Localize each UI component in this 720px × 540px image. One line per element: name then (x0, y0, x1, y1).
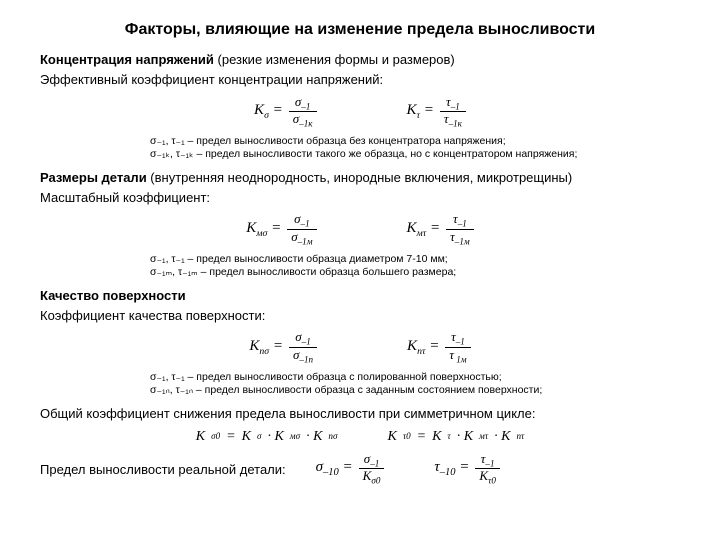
page-title: Факторы, влияющие на изменение предела в… (40, 20, 680, 40)
section-2-line2: Масштабный коэффициент: (40, 190, 680, 206)
section-3-formulas: Kпσ = σ–1 σ–1п Kпτ = τ–1 τ 1м (40, 330, 680, 364)
section-2-head: Размеры детали (внутренняя неоднородност… (40, 170, 680, 186)
section-4-line1: Общий коэффициент снижения предела вынос… (40, 406, 680, 422)
section-1-line2: Эффективный коэффициент концентрации нап… (40, 72, 680, 88)
section-2-formulas: Kмσ = σ–1 σ–1м Kмτ = τ–1 τ–1м (40, 212, 680, 246)
section-1-notes: σ₋₁, τ₋₁ – предел выносливости образца б… (150, 135, 680, 162)
section-4-final: σ–10 = σ–1 Kσ0 τ–10 = τ–1 Kτ0 (316, 452, 500, 486)
section-1-head: Концентрация напряжений (резкие изменени… (40, 52, 680, 68)
section-4-line2: Предел выносливости реальной детали: (40, 462, 286, 478)
section-4-formulas: Kσ0 = Kσ · Kмσ · Kпσ Kτ0 = Kτ · Kмτ · Kп… (40, 428, 680, 446)
section-1-formulas: Kσ = σ–1 σ–1к Kτ = τ–1 τ–1к (40, 95, 680, 129)
section-3-line2: Коэффициент качества поверхности: (40, 308, 680, 324)
section-3-head: Качество поверхности (40, 288, 680, 304)
section-3-notes: σ₋₁, τ₋₁ – предел выносливости образца с… (150, 371, 680, 398)
section-2-notes: σ₋₁, τ₋₁ – предел выносливости образца д… (150, 253, 680, 280)
